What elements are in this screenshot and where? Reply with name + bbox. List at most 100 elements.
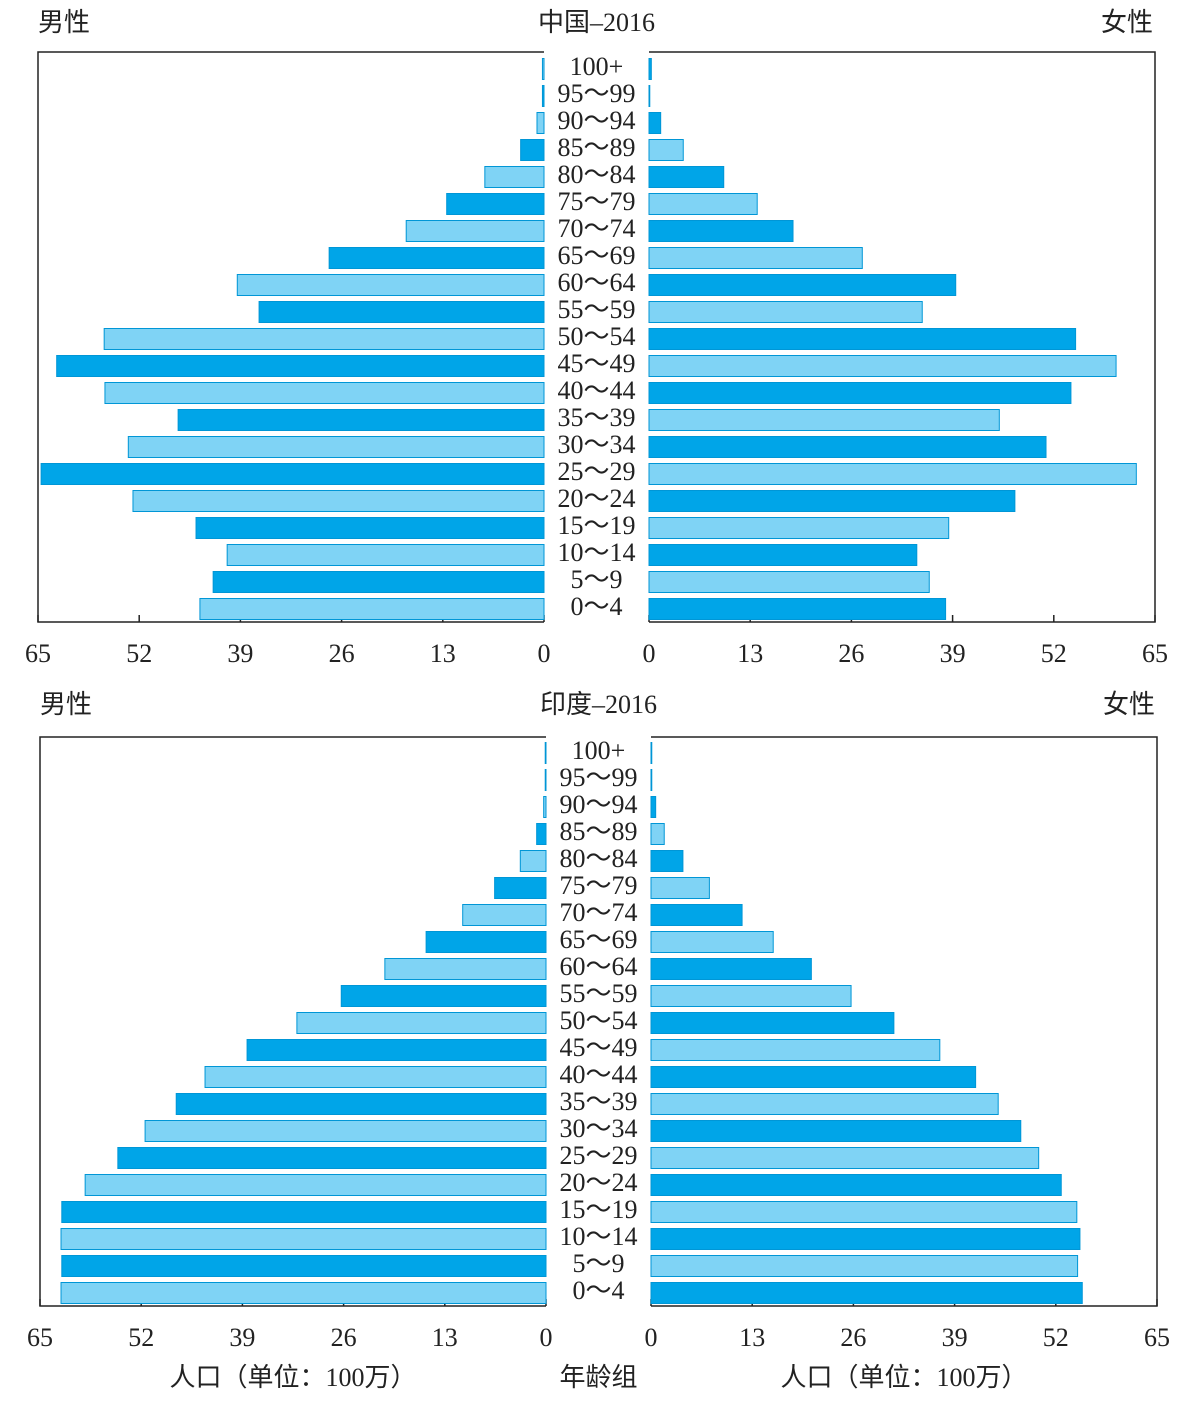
bar [60,1282,547,1304]
chart-title: 中国–2016 [538,8,655,37]
x-tick-label: 26 [331,1323,357,1352]
bar [61,1201,547,1223]
category-label: 0～4 [570,592,622,621]
x-tick-label: 39 [227,639,253,668]
bar [650,1201,1078,1223]
bar [543,796,547,818]
category-label: 0～4 [572,1276,624,1305]
bar [648,247,863,269]
x-tick-label: 39 [940,639,966,668]
category-label: 65～69 [557,241,635,270]
bar [462,904,547,926]
category-label: 30～34 [557,430,635,459]
bar [648,139,684,161]
bar [541,85,545,107]
category-label: 40～44 [559,1060,637,1089]
bar [296,1012,547,1034]
bar [650,796,657,818]
bar [446,193,545,215]
x-tick-label: 0 [538,639,551,668]
x-tick-label: 0 [645,1323,658,1352]
category-label: 5～9 [572,1249,624,1278]
category-label: 60～64 [557,268,635,297]
category-label: 25～29 [559,1141,637,1170]
bar [650,1120,1022,1142]
bar [384,958,547,980]
bar [650,904,743,926]
category-label: 50～54 [559,1006,637,1035]
bar [104,382,545,404]
bar [650,985,852,1007]
bar [648,85,651,107]
x-tick-label: 26 [840,1323,866,1352]
bar [519,850,547,872]
category-label: 90～94 [557,106,635,135]
bar [258,301,545,323]
bar [648,328,1077,350]
bar [648,598,947,620]
bar [541,58,545,80]
bar [61,1255,547,1277]
bar [650,1255,1079,1277]
bar [199,598,545,620]
bar [650,931,774,953]
category-label: 65～69 [559,925,637,954]
bar [127,436,545,458]
category-label: 45～49 [559,1033,637,1062]
category-label: 55～59 [557,295,635,324]
bar [536,823,547,845]
category-label: 30～34 [559,1114,637,1143]
bar [484,166,545,188]
x-axis-label: 人口（单位：100万） [169,1363,416,1392]
bar [648,112,662,134]
bar [648,193,758,215]
category-label: 90～94 [559,790,637,819]
category-label: 35～39 [559,1087,637,1116]
x-tick-label: 65 [25,639,51,668]
category-label: 95～99 [557,79,635,108]
frame [37,51,544,623]
x-tick-label: 26 [838,639,864,668]
category-label: 75～79 [557,187,635,216]
bar [650,769,653,791]
bar [648,463,1137,485]
category-label: 60～64 [559,952,637,981]
bar [144,1120,547,1142]
bar [84,1174,547,1196]
bar [650,1282,1083,1304]
category-label: 20～24 [559,1168,637,1197]
x-tick-label: 65 [1142,639,1168,668]
series-label: 女性 [1103,690,1155,719]
bar [536,112,545,134]
bar [56,355,545,377]
bar [648,382,1072,404]
bar [177,409,545,431]
bar [648,301,923,323]
bar [650,877,710,899]
bar [650,850,684,872]
frame [651,736,1158,1307]
category-label: 100+ [570,52,624,81]
bar [520,139,545,161]
x-tick-label: 52 [1043,1323,1069,1352]
category-label: 10～14 [559,1222,637,1251]
category-label: 95～99 [559,763,637,792]
category-label: 45～49 [557,349,635,378]
category-label: 80～84 [557,160,635,189]
x-tick-label: 0 [540,1323,553,1352]
category-label: 25～29 [557,457,635,486]
bar [650,1066,977,1088]
bar [226,544,545,566]
category-label: 100+ [572,736,626,765]
x-tick-label: 39 [229,1323,255,1352]
bar [648,220,794,242]
x-tick-label: 52 [1041,639,1067,668]
bar [648,409,1000,431]
bar [204,1066,547,1088]
bar [650,1174,1062,1196]
bar [246,1039,547,1061]
x-tick-label: 52 [128,1323,154,1352]
x-tick-label: 39 [942,1323,968,1352]
bar [648,544,918,566]
